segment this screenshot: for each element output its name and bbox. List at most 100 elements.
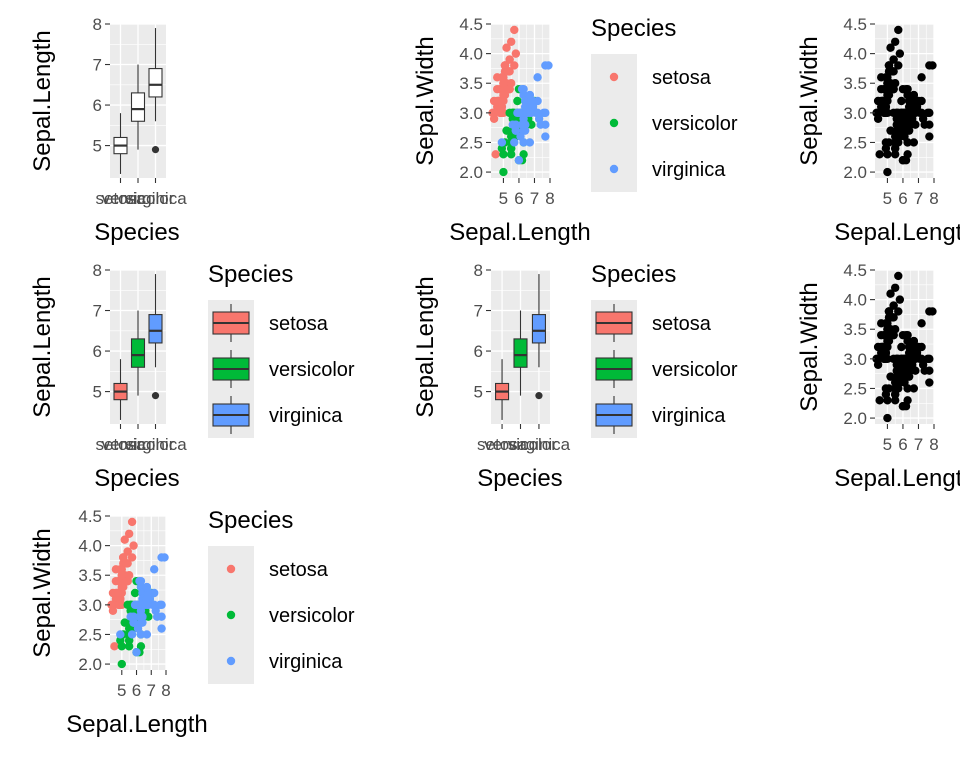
x-axis-title: Species [477,465,562,492]
x-tick-label: 7 [914,435,923,454]
data-point [889,55,898,64]
y-tick-label: 6 [93,342,102,361]
x-tick-label: 5 [883,189,892,208]
data-point [503,67,513,76]
data-point [519,120,528,129]
data-point [895,49,905,58]
x-tick-label: 7 [147,681,156,700]
legend-label: setosa [652,67,712,89]
y-tick-label: 3.5 [78,566,102,585]
data-point [135,576,144,586]
data-point [890,79,900,88]
data-point [127,553,137,562]
data-point [511,49,521,58]
y-tick-label: 5 [93,383,102,402]
data-point [917,108,926,118]
data-point [881,384,891,393]
data-point [894,138,903,147]
legend-label: versicolor [269,359,355,381]
x-tick-label: virginica [508,435,571,454]
y-axis-title: Sepal.Width [796,282,823,411]
data-point [533,108,542,118]
box-virginica [148,28,163,154]
data-point [894,384,903,393]
data-point [877,96,886,106]
data-point [895,126,905,135]
data-point [883,325,892,334]
y-tick-label: 2.5 [78,625,102,644]
data-point [130,600,140,610]
x-tick-label: 7 [530,189,539,208]
box-outlier [151,146,160,154]
data-point [903,138,912,147]
data-point [925,108,934,118]
x-tick-label: setosa [95,189,146,208]
data-point [873,108,883,118]
data-point [519,138,528,147]
data-point [906,108,915,118]
data-point [911,120,920,129]
chart-panel-4: 5678setosaversicolorvirginicaSpeciesSepa… [29,261,355,492]
data-point [520,96,530,106]
data-point [875,150,884,159]
data-point [127,630,137,639]
data-point [139,600,149,610]
data-point [533,73,542,82]
x-tick-label: 8 [161,681,170,700]
data-point [132,648,141,657]
data-point [117,659,126,669]
box-setosa [113,359,128,420]
legend-entry-setosa: setosa [208,300,329,346]
data-point [150,600,159,610]
legend-key-point [226,610,236,620]
data-point [150,588,159,598]
data-point [506,37,516,46]
data-point [898,156,908,165]
data-point [881,138,891,147]
legend-key-point [226,564,236,574]
legend-label: setosa [269,559,329,581]
y-tick-label: 5 [474,383,483,402]
data-point [157,600,166,610]
data-point [499,79,508,88]
data-point [136,612,146,621]
legend-entry-virginica: virginica [591,146,726,192]
series-setosa [107,517,138,651]
data-point [897,108,906,118]
legend-key-point [226,656,236,666]
data-point [894,25,903,35]
data-point [903,150,912,159]
box-body [148,68,163,98]
x-tick-label: 8 [929,435,938,454]
data-point [903,366,912,375]
box-virginica [148,274,163,400]
legend-label: versicolor [269,605,355,627]
data-point [894,307,903,316]
x-axis-title: Sepal.Length [66,711,207,738]
data-point [506,150,516,159]
x-tick-label: virginica [124,435,187,454]
data-point [873,354,883,364]
y-tick-label: 5 [93,137,102,156]
data-point [533,96,542,106]
legend-entry-virginica: virginica [208,638,343,684]
data-point [877,342,886,352]
data-point [124,529,134,538]
data-point [890,325,900,334]
data-point [541,132,550,141]
data-point [510,138,519,147]
box-versicolor [130,310,146,396]
data-point [894,271,903,281]
data-point [510,61,519,70]
data-point [522,108,531,118]
data-point [517,84,527,94]
box-setosa [495,359,510,420]
y-tick-label: 4.0 [843,45,867,64]
y-tick-label: 4.5 [843,261,867,280]
data-point [160,553,169,562]
data-point [887,313,897,322]
legend-key-point [609,164,619,174]
data-point [510,25,519,35]
data-point [883,336,892,346]
x-tick-label: versicolor [484,435,557,454]
